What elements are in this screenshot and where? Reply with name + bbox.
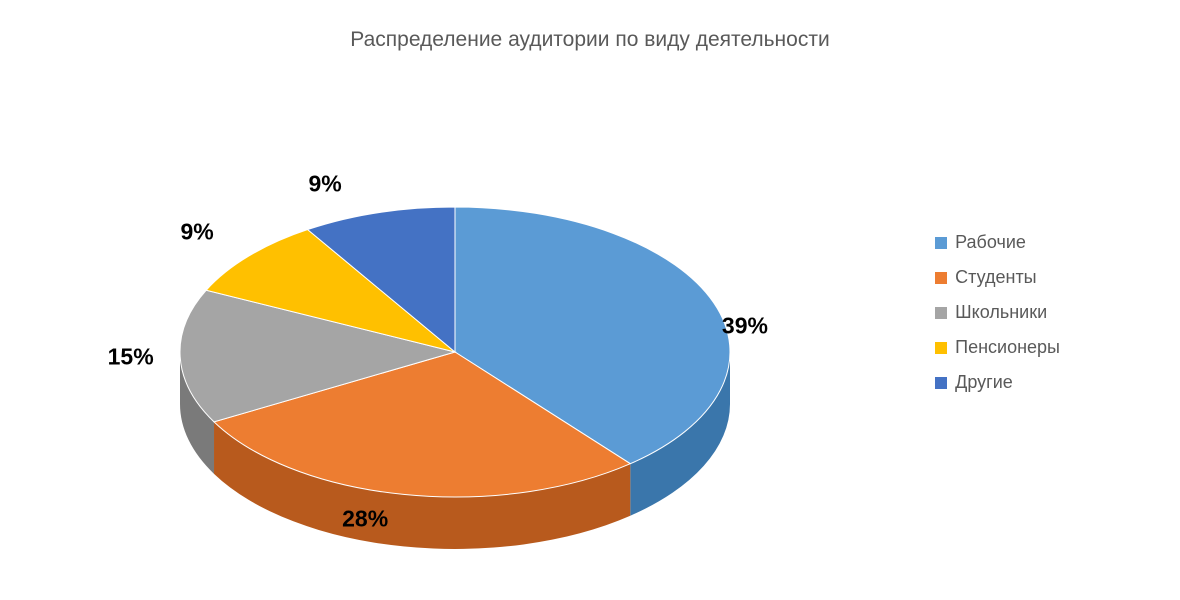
chart-legend: Рабочие Студенты Школьники Пенсионеры Другие [935, 232, 1060, 407]
legend-item: Студенты [935, 267, 1060, 288]
legend-item: Рабочие [935, 232, 1060, 253]
slice-data-label: 15% [108, 344, 154, 371]
legend-swatch [935, 237, 947, 249]
legend-label: Рабочие [955, 232, 1026, 253]
legend-swatch [935, 272, 947, 284]
legend-item: Другие [935, 372, 1060, 393]
legend-item: Школьники [935, 302, 1060, 323]
slice-data-label: 39% [722, 312, 768, 339]
legend-item: Пенсионеры [935, 337, 1060, 358]
legend-swatch [935, 342, 947, 354]
legend-swatch [935, 307, 947, 319]
legend-label: Школьники [955, 302, 1047, 323]
chart-title: Распределение аудитории по виду деятельн… [0, 28, 1180, 52]
legend-label: Другие [955, 372, 1013, 393]
slice-data-label: 9% [181, 219, 214, 246]
slice-data-label: 9% [308, 171, 341, 198]
chart-area: Рабочие Студенты Школьники Пенсионеры Другие… [0, 52, 1180, 572]
legend-swatch [935, 377, 947, 389]
legend-label: Пенсионеры [955, 337, 1060, 358]
slice-data-label: 28% [342, 506, 388, 533]
legend-label: Студенты [955, 267, 1036, 288]
